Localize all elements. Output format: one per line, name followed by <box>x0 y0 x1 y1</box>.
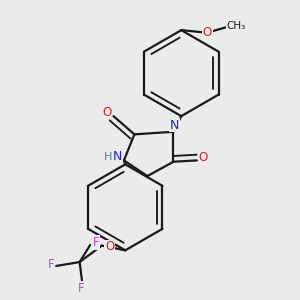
Text: F: F <box>48 258 54 271</box>
Text: F: F <box>93 236 100 249</box>
Text: N: N <box>113 150 122 163</box>
Text: O: O <box>102 106 112 119</box>
Text: O: O <box>203 26 212 39</box>
Text: N: N <box>170 119 179 132</box>
Text: O: O <box>105 240 114 254</box>
Text: O: O <box>199 151 208 164</box>
Text: CH₃: CH₃ <box>226 21 246 31</box>
Text: F: F <box>78 282 84 295</box>
Text: H: H <box>104 152 112 161</box>
